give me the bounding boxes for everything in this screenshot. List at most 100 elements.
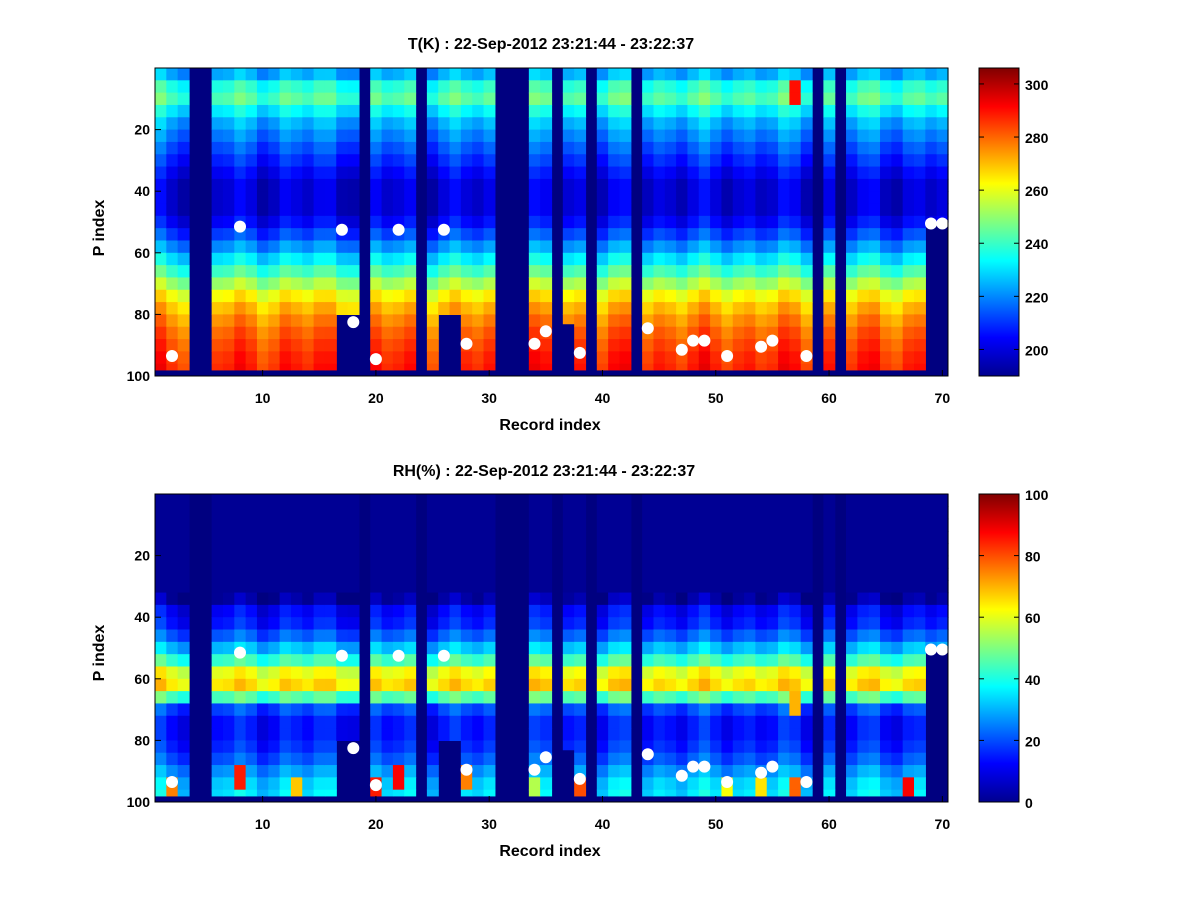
heatmap-cell (653, 530, 666, 544)
heatmap-cell (460, 68, 473, 81)
heatmap-cell (324, 154, 337, 168)
heatmap-cell (155, 252, 167, 266)
heatmap-cell (766, 326, 779, 340)
heatmap-cell (483, 129, 496, 143)
heatmap-cell (336, 154, 349, 168)
heatmap-cell (823, 617, 836, 631)
heatmap-cell (290, 518, 303, 532)
heatmap-cell (574, 339, 587, 352)
heatmap-cell (426, 191, 439, 205)
heatmap-cell (891, 789, 904, 797)
heatmap-cell (721, 555, 734, 569)
heatmap-cell (880, 339, 892, 352)
heatmap-cell (347, 80, 360, 94)
heatmap-cell (744, 178, 757, 192)
heatmap-cell (426, 592, 439, 606)
heatmap-cell (279, 289, 292, 303)
heatmap-cell (857, 117, 870, 131)
heatmap-cell (562, 265, 575, 279)
heatmap-cell (891, 117, 904, 131)
heatmap-cell (302, 617, 315, 631)
heatmap-cell (211, 641, 224, 655)
heatmap-cell (166, 518, 179, 532)
heatmap-cell (608, 629, 621, 643)
heatmap-cell (211, 629, 224, 643)
heatmap-cell (256, 703, 269, 717)
x-tick-label: 70 (935, 390, 951, 406)
heatmap-cell (778, 363, 790, 371)
heatmap-cell (653, 80, 666, 94)
heatmap-cell (687, 678, 700, 692)
heatmap-cell (562, 240, 575, 254)
colorbar-tick-label: 20 (1025, 733, 1041, 749)
heatmap-cell (222, 314, 235, 328)
heatmap-cell (902, 265, 915, 279)
heatmap-cell (302, 166, 315, 180)
temperature-plot-area (154, 67, 949, 377)
heatmap-cell (290, 314, 303, 328)
heatmap-cell (155, 363, 167, 371)
heatmap-cell (925, 555, 938, 569)
heatmap-cell (438, 543, 451, 557)
heatmap-cell (676, 314, 689, 328)
launch-marker (766, 334, 779, 347)
heatmap-cell (211, 92, 224, 106)
heatmap-cell (766, 580, 779, 594)
heatmap-cell (914, 215, 926, 229)
heatmap-cell (460, 678, 473, 692)
heatmap-cell (426, 678, 439, 692)
heatmap-cell (868, 691, 881, 705)
heatmap-cell (460, 728, 473, 741)
heatmap-cell (868, 506, 881, 520)
heatmap-cell (268, 289, 281, 303)
heatmap-cell (755, 518, 768, 532)
heatmap-cell (438, 141, 451, 155)
heatmap-cell (687, 215, 700, 229)
heatmap-cell (891, 567, 904, 581)
heatmap-cell (256, 203, 269, 217)
heatmap-cell (166, 641, 179, 655)
heatmap-cell (800, 178, 813, 192)
heatmap-cell (404, 604, 417, 618)
heatmap-cell (449, 80, 462, 94)
heatmap-cell (404, 629, 417, 643)
heatmap-cell (732, 80, 745, 94)
heatmap-cell (426, 351, 439, 365)
heatmap-cell (744, 339, 757, 352)
heatmap-cell (574, 654, 587, 668)
heatmap-cell (789, 289, 802, 303)
heatmap-cell (177, 166, 190, 180)
heatmap-cell (279, 592, 292, 606)
heatmap-cell (279, 567, 292, 581)
heatmap-cell (800, 129, 813, 143)
heatmap-cell (653, 641, 666, 655)
heatmap-cell (619, 641, 632, 655)
heatmap-cell (381, 252, 394, 266)
heatmap-cell (392, 252, 405, 266)
heatmap-cell (732, 617, 745, 631)
heatmap-cell (392, 703, 405, 717)
heatmap-cell (744, 629, 757, 643)
heatmap-cell (653, 494, 666, 507)
heatmap-cell (574, 166, 587, 180)
heatmap-cell (324, 789, 337, 797)
heatmap-cell (540, 506, 553, 520)
heatmap-cell (721, 339, 734, 352)
heatmap-cell (177, 592, 190, 606)
heatmap-cell (608, 752, 621, 766)
heatmap-cell (891, 326, 904, 340)
heatmap-cell (392, 518, 405, 532)
heatmap-cell (823, 265, 836, 279)
heatmap-cell (392, 666, 405, 680)
heatmap-cell (211, 580, 224, 594)
heatmap-cell (449, 191, 462, 205)
heatmap-cell (891, 604, 904, 618)
heatmap-cell (392, 289, 405, 303)
heatmap-cell (642, 604, 655, 618)
heatmap-cell (370, 117, 383, 131)
heatmap-cell (279, 326, 292, 340)
heatmap-cell (392, 555, 405, 569)
heatmap-cell (483, 580, 496, 594)
heatmap-cell (664, 604, 677, 618)
